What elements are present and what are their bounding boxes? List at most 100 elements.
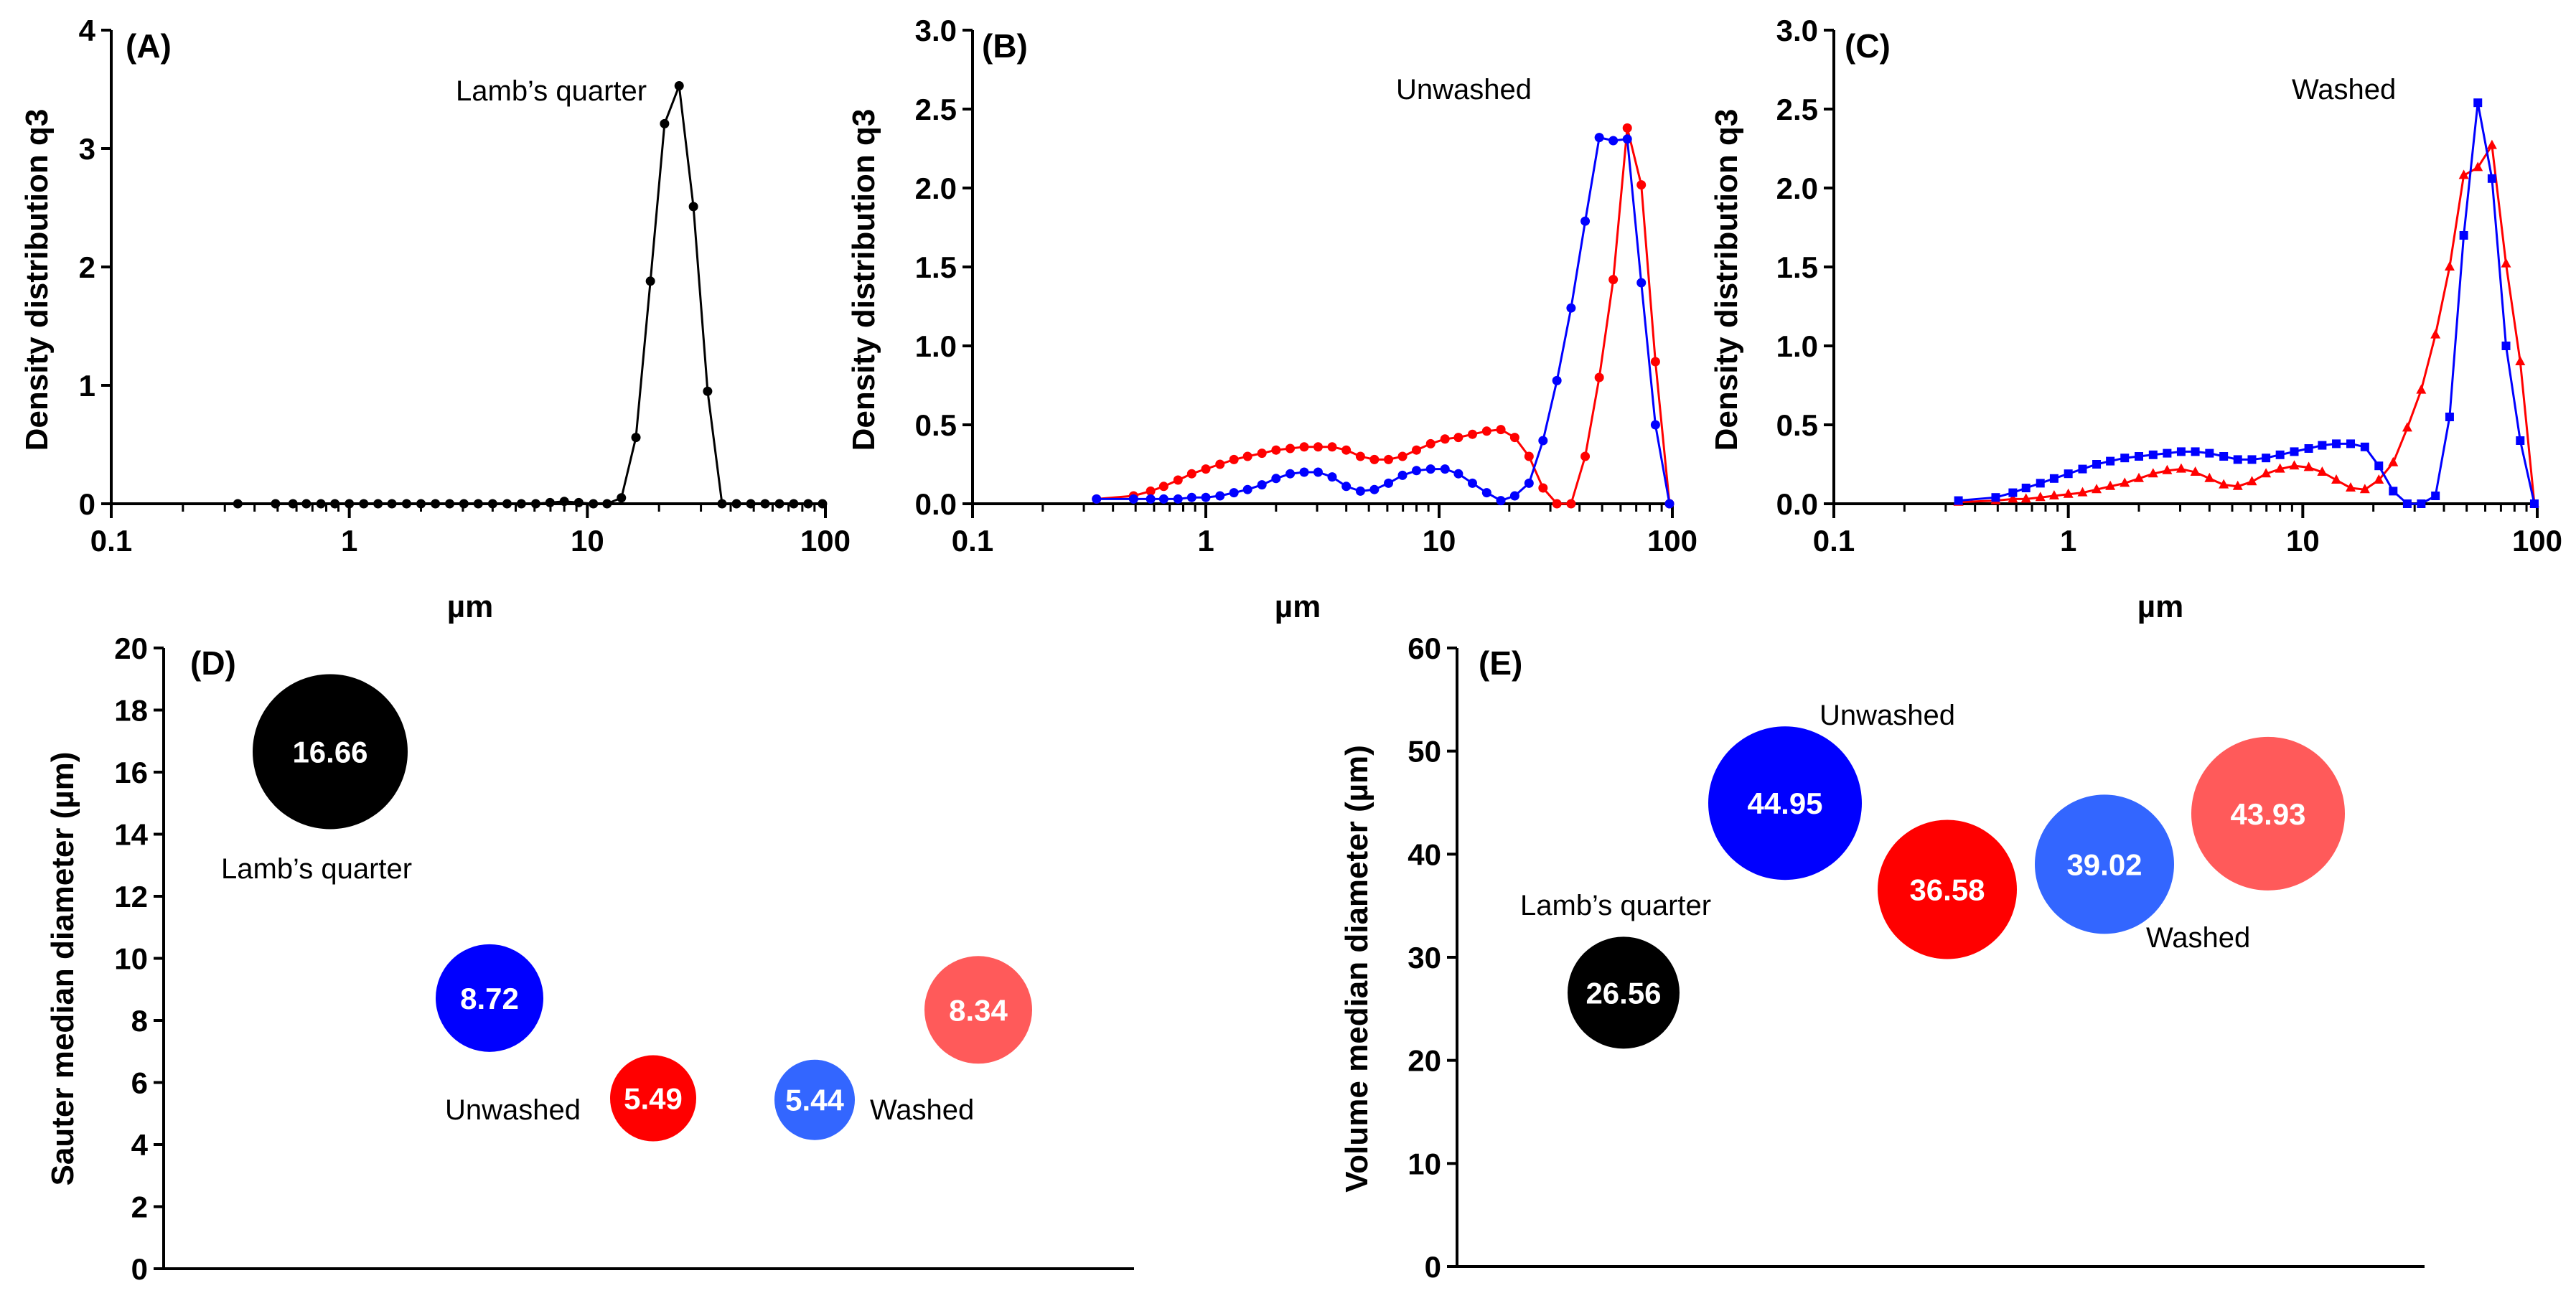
data-point — [2134, 472, 2145, 482]
data-point — [1173, 475, 1183, 485]
bubble-value-label: 26.56 — [1586, 976, 1661, 1010]
data-point — [774, 499, 784, 509]
data-point — [1229, 454, 1239, 464]
data-point — [2219, 452, 2229, 461]
bubble — [253, 674, 408, 830]
bubble-value-label: 16.66 — [292, 735, 367, 769]
data-point — [1440, 464, 1450, 474]
bubble-value-label: 44.95 — [1747, 786, 1822, 820]
data-point — [233, 499, 243, 509]
panel-e-axes: 0 10 20 30 40 50 60 — [1408, 631, 2425, 1284]
data-point — [2458, 169, 2469, 179]
panel-e-annotation-washed: Washed — [2146, 922, 2250, 954]
bubble — [436, 944, 543, 1052]
series-line — [1958, 142, 2536, 504]
data-point — [316, 499, 326, 509]
data-point — [2304, 444, 2313, 453]
y-tick-label: 2.0 — [1776, 172, 1818, 205]
data-point — [1215, 459, 1225, 469]
data-point — [1369, 454, 1380, 464]
data-point — [2048, 490, 2059, 499]
data-point — [1552, 499, 1562, 509]
data-point — [717, 499, 727, 509]
panel-b: 0.0 0.5 1.0 1.5 2.0 2.5 3.0 0.1 1 10 100 (B) Unwas… — [846, 14, 1697, 624]
data-point — [1146, 486, 1156, 496]
data-point — [2233, 455, 2242, 464]
bubble — [610, 1055, 696, 1142]
bubble — [924, 956, 1032, 1064]
data-point — [589, 499, 599, 509]
data-point — [2176, 447, 2186, 456]
data-point — [2374, 461, 2384, 471]
data-point — [1954, 496, 1963, 505]
data-point — [2374, 474, 2384, 484]
data-point — [2020, 493, 2031, 503]
data-point — [359, 499, 369, 509]
data-point — [1341, 445, 1352, 455]
data-point — [2430, 329, 2441, 339]
data-point — [2092, 484, 2102, 494]
data-point — [1201, 464, 1211, 474]
x-tick-label: 0.1 — [952, 524, 993, 558]
data-point — [1453, 433, 1463, 443]
bubble — [1878, 819, 2017, 959]
data-point — [2459, 231, 2468, 240]
data-point — [387, 499, 397, 509]
bubble — [774, 1059, 855, 1140]
data-point — [1215, 491, 1225, 501]
data-point — [2501, 258, 2511, 268]
panel-c-xlabel: µm — [2137, 589, 2183, 624]
data-point — [1440, 434, 1450, 444]
data-point — [1622, 134, 1632, 144]
bubble-value-label: 43.93 — [2230, 797, 2305, 831]
data-point — [1650, 420, 1660, 430]
data-point — [2529, 499, 2539, 508]
data-point — [516, 499, 526, 509]
data-point — [660, 118, 670, 128]
y-tick-label: 18 — [114, 694, 148, 728]
data-point — [2290, 447, 2299, 456]
data-point — [1991, 493, 2000, 502]
data-point — [2317, 466, 2328, 476]
x-tick-label: 1 — [341, 524, 357, 558]
panel-b-series — [1092, 123, 1675, 509]
data-point — [2275, 463, 2285, 473]
y-tick-label: 12 — [114, 880, 148, 913]
series-line — [1958, 102, 2536, 505]
data-point — [1552, 375, 1562, 385]
panel-c-label: (C) — [1845, 27, 1891, 65]
panel-d-annotation-lambs: Lamb’s quarter — [221, 853, 412, 885]
data-point — [1650, 357, 1660, 367]
data-point — [2008, 488, 2018, 497]
data-point — [2162, 464, 2173, 474]
data-point — [703, 386, 713, 396]
data-point — [2105, 480, 2116, 490]
data-point — [2388, 456, 2399, 466]
data-point — [373, 499, 383, 509]
data-point — [1636, 180, 1647, 190]
data-point — [416, 499, 426, 509]
data-point — [2063, 488, 2074, 498]
data-point — [1524, 478, 1534, 488]
data-point — [1384, 478, 1394, 488]
data-point — [444, 499, 454, 509]
data-point — [2431, 492, 2440, 500]
data-point — [2487, 174, 2496, 183]
data-point — [1425, 438, 1435, 448]
data-point — [2008, 493, 2018, 503]
data-point — [2346, 482, 2356, 492]
y-tick-label: 2.5 — [1776, 93, 1818, 126]
data-point — [530, 499, 540, 509]
data-point — [1092, 494, 1102, 504]
data-point — [1608, 136, 1619, 146]
data-point — [1425, 464, 1435, 474]
data-point — [631, 433, 641, 443]
panel-b-annotation: Unwashed — [1396, 74, 1532, 105]
y-tick-label: 3.0 — [1776, 14, 1818, 47]
x-tick-label: 0.1 — [90, 524, 132, 558]
data-point — [688, 202, 698, 212]
y-tick-label: 4 — [131, 1128, 149, 1162]
